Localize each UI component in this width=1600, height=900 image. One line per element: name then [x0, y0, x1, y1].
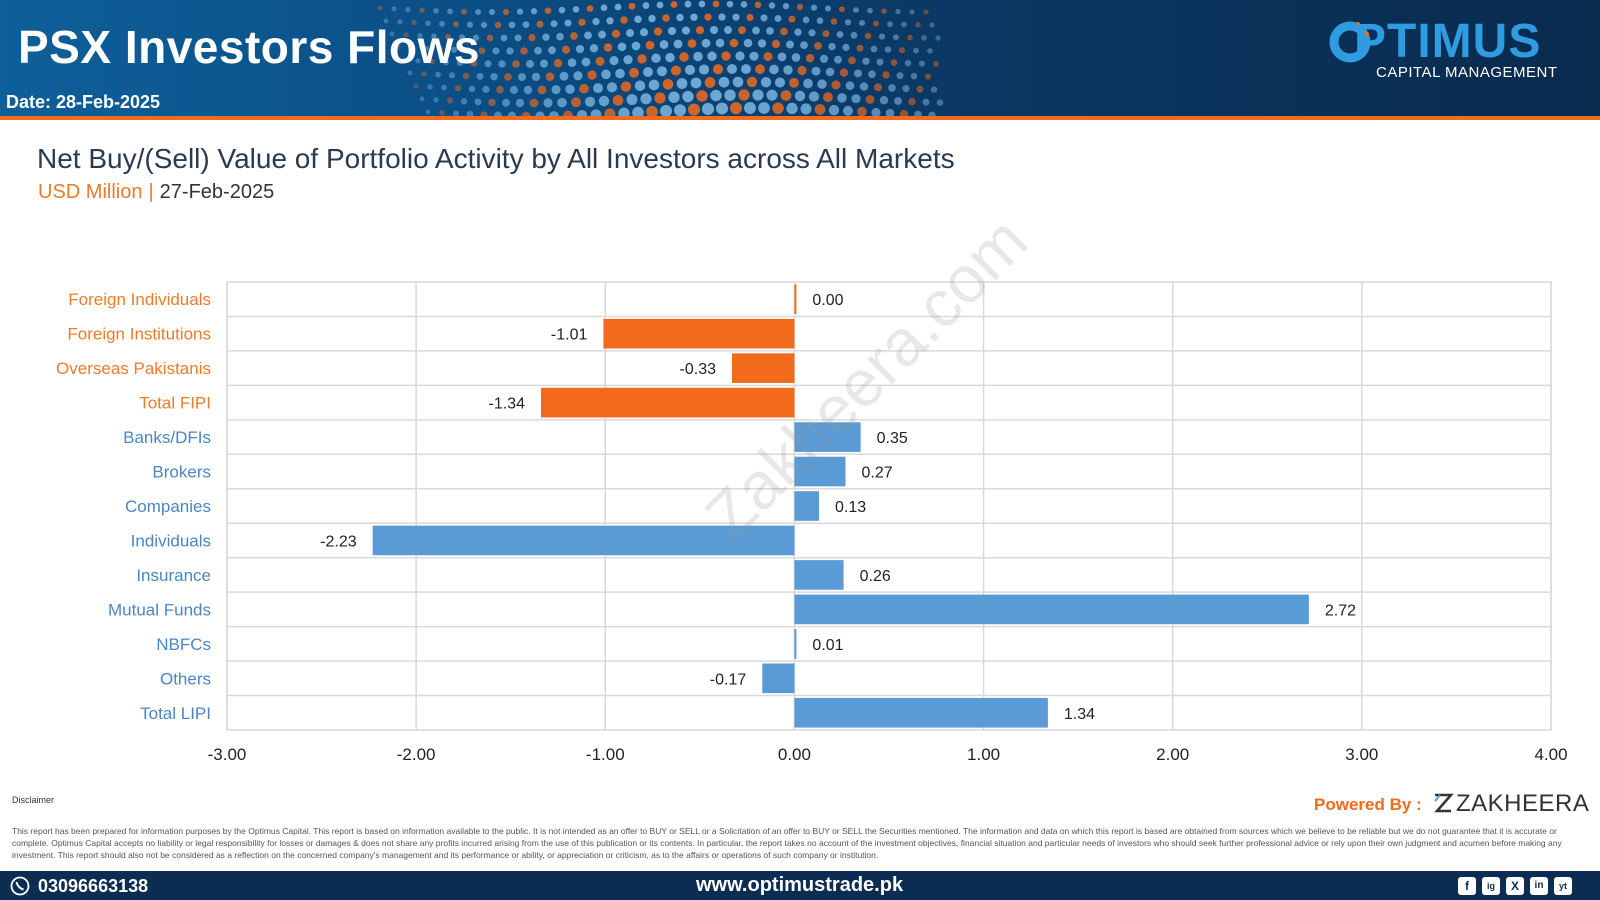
header-banner: PSX Investors Flows Date: 28-Feb-2025 PT… — [0, 0, 1600, 118]
net-flows-bar-chart: -3.00 -2.00 -1.00 0.00 1.00 2.00 3.00 4.00 Forei… — [56, 281, 1568, 764]
website-link[interactable]: www.optimustrade.pk — [696, 874, 904, 896]
bar — [794, 284, 797, 315]
x-tick-label: -1.00 — [586, 745, 625, 764]
logo-subtext: CAPITAL MANAGEMENT — [1376, 64, 1558, 81]
data-label: 2.72 — [1325, 602, 1356, 619]
data-label: 0.35 — [877, 430, 908, 447]
data-label: -0.17 — [710, 671, 747, 688]
chart-subtitle: USD Million | 27-Feb-2025 — [38, 181, 274, 204]
data-label: 0.13 — [835, 499, 866, 516]
bar — [794, 422, 861, 452]
category-label: Foreign Individuals — [68, 290, 211, 309]
report-date: Date: 28-Feb-2025 — [6, 92, 161, 112]
bar — [603, 318, 795, 349]
x-tick-label: 0.00 — [778, 745, 811, 764]
data-label: 0.27 — [861, 465, 892, 482]
category-label: Others — [160, 669, 211, 688]
data-label: -1.01 — [551, 327, 588, 344]
bar — [794, 594, 1309, 625]
chart-unit: USD Million — [38, 181, 143, 203]
category-label: Total LIPI — [140, 704, 211, 723]
category-label: Banks/DFIs — [123, 428, 211, 447]
bar — [762, 663, 795, 694]
powered-by-label: Powered By : — [1314, 795, 1422, 814]
bar — [732, 353, 795, 383]
category-label: Mutual Funds — [108, 600, 211, 619]
header-divider — [0, 116, 1600, 120]
data-label: 0.26 — [860, 568, 891, 585]
chart-as-of-date: 27-Feb-2025 — [159, 181, 275, 203]
contact-phone[interactable]: 03096663138 — [38, 876, 149, 896]
bar — [372, 525, 795, 556]
data-label: 0.00 — [812, 292, 843, 309]
subtitle-separator: | — [148, 181, 154, 203]
data-label: -1.34 — [489, 396, 526, 413]
category-label: Brokers — [152, 463, 211, 482]
instagram-icon[interactable]: ig — [1482, 877, 1500, 895]
bar — [794, 456, 846, 487]
zakheera-logo-icon — [1434, 793, 1454, 813]
data-label: 1.34 — [1064, 706, 1095, 723]
x-tick-label: 1.00 — [967, 745, 1000, 764]
category-label: Total FIPI — [139, 394, 211, 413]
category-label: Foreign Institutions — [67, 325, 211, 344]
optimus-logo[interactable]: PTIMUS CAPITAL MANAGEMENT — [1328, 14, 1560, 84]
data-label: -2.23 — [320, 533, 357, 550]
page-title: PSX Investors Flows — [18, 21, 480, 73]
youtube-icon[interactable]: yt — [1554, 877, 1572, 895]
facebook-icon[interactable]: f — [1458, 877, 1476, 895]
category-label: Individuals — [131, 531, 211, 550]
disclaimer-text: This report has been prepared for inform… — [12, 826, 1562, 860]
disclaimer-title: Disclaimer — [12, 795, 55, 805]
category-label: Overseas Pakistanis — [56, 359, 211, 378]
whatsapp-icon — [10, 876, 30, 896]
x-tick-label: 2.00 — [1156, 745, 1189, 764]
x-tick-label: 4.00 — [1534, 745, 1567, 764]
bar — [794, 491, 820, 521]
logo-ring-icon — [1329, 21, 1371, 63]
bar — [540, 387, 795, 418]
category-label: NBFCs — [156, 635, 211, 654]
category-label: Insurance — [136, 566, 211, 585]
x-tick-label: -2.00 — [397, 745, 436, 764]
category-label: Companies — [125, 497, 211, 516]
dot-pattern-decoration — [377, 0, 944, 118]
x-twitter-icon[interactable]: X — [1506, 877, 1524, 895]
bar — [794, 629, 797, 659]
data-label: 0.01 — [812, 637, 843, 654]
x-tick-label: -3.00 — [208, 745, 247, 764]
chart-title: Net Buy/(Sell) Value of Portfolio Activi… — [37, 143, 955, 174]
bar — [794, 697, 1048, 728]
bar — [794, 560, 844, 590]
footer-bar: 03096663138 www.optimustrade.pk f ig X i… — [0, 871, 1600, 900]
logo-text: PTIMUS — [1354, 15, 1542, 68]
x-tick-label: 3.00 — [1345, 745, 1378, 764]
data-label: -0.33 — [680, 361, 717, 378]
zakheera-brand[interactable]: ZAKHEERA — [1456, 790, 1590, 817]
linkedin-icon[interactable]: in — [1530, 877, 1548, 895]
